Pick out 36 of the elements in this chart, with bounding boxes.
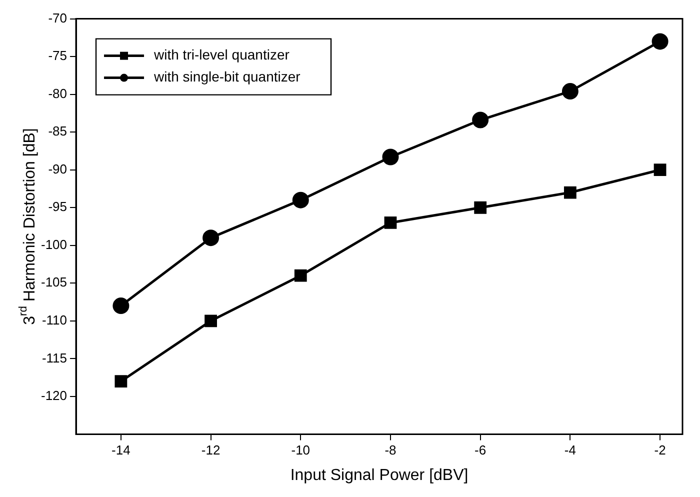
point: [654, 164, 666, 176]
point: [112, 298, 130, 314]
y-tick-label: -75: [48, 48, 68, 64]
x-tick-label: -12: [201, 442, 220, 458]
x-tick-label: -4: [564, 442, 576, 458]
y-tick-label: -110: [42, 312, 68, 328]
y-tick-label: -95: [48, 199, 68, 214]
point: [204, 314, 217, 328]
y-tick-label: -120: [40, 388, 68, 404]
point: [202, 230, 220, 246]
y-tick-label: -85: [48, 124, 68, 139]
point: [652, 33, 668, 50]
x-tick-label: -10: [291, 442, 310, 458]
point: [292, 192, 309, 208]
y-tick-label: -80: [48, 86, 68, 101]
x-tick-label: -2: [654, 442, 666, 458]
y-tick-label: -70: [48, 10, 68, 26]
point: [384, 216, 397, 229]
point: [564, 186, 576, 199]
point: [294, 269, 307, 282]
y-tick-label: -90: [48, 161, 68, 176]
point: [472, 112, 489, 128]
x-tick-label: -6: [474, 442, 486, 458]
x-tick-label: -8: [384, 442, 396, 458]
point: [382, 148, 399, 166]
point: [474, 201, 487, 214]
y-tick-label: -100: [40, 236, 68, 252]
point: [114, 375, 128, 388]
x-tick-label: -14: [112, 442, 130, 458]
y-tick-label: -105: [40, 274, 68, 290]
legend-label: with single-bit quantizer: [153, 68, 301, 85]
point: [562, 83, 578, 100]
x-axis-title: Input Signal Power [dBV]: [290, 466, 468, 484]
y-axis-title: 3rd Harmonic Distortion [dB]: [18, 128, 38, 325]
legend-label: with tri-level quantizer: [153, 46, 290, 63]
y-tick-label: -115: [42, 350, 68, 366]
